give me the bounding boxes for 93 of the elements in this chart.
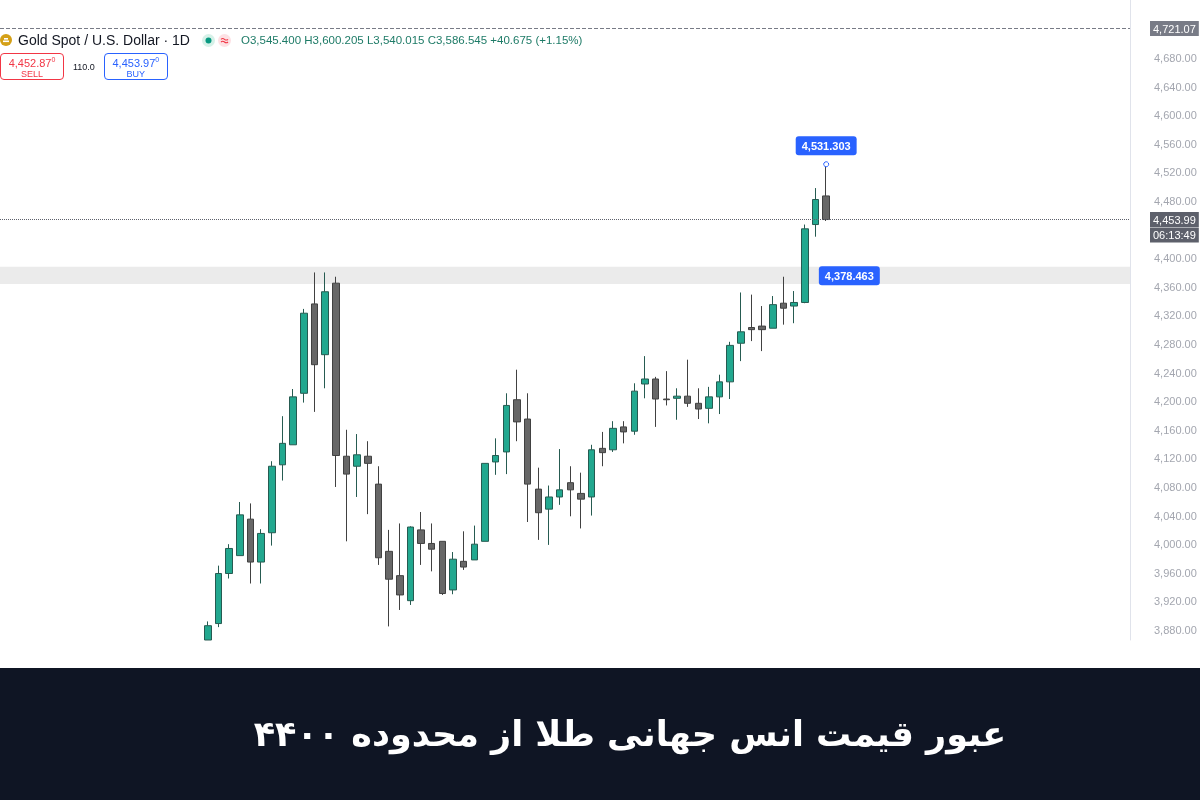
candlestick <box>364 440 372 515</box>
candlestick <box>332 276 340 488</box>
annotation: 4,452.87$^{0}$ <box>8 55 56 69</box>
y-tick-label: 4,200.00 <box>1154 395 1197 408</box>
candlestick <box>556 448 563 506</box>
y-tick-label: 4,640.00 <box>1154 80 1197 93</box>
candlestick <box>716 374 723 415</box>
candlestick <box>663 370 670 406</box>
candlestick <box>737 291 745 362</box>
y-tick-label: 4,280.00 <box>1154 337 1197 350</box>
candlestick <box>609 420 617 453</box>
candlestick <box>641 355 649 399</box>
y-tick-label: 4,000.00 <box>1154 538 1197 551</box>
candlestick <box>758 305 766 352</box>
annotation: SELL <box>21 68 43 79</box>
candlestick <box>321 271 329 389</box>
y-tick-label: 4,080.00 <box>1154 480 1197 493</box>
candlestick <box>257 528 265 585</box>
candlestick <box>279 415 286 482</box>
candlestick <box>748 294 755 342</box>
candlestick <box>204 620 212 641</box>
candlestick <box>247 502 254 585</box>
candlestick <box>225 543 233 579</box>
annotation: 4,378.463 <box>824 269 874 282</box>
text: Gold Spot / U.S. Dollar · 1D <box>18 32 190 48</box>
y-tick-label: 4,240.00 <box>1154 366 1197 379</box>
y-tick-label: 3,960.00 <box>1154 566 1197 579</box>
y-tick-label: 4,680.00 <box>1154 51 1197 64</box>
y-tick-label: 4,520.00 <box>1154 166 1197 179</box>
text: 06:13:49 <box>1153 229 1196 242</box>
candlestick <box>631 382 638 436</box>
candlestick <box>652 376 659 428</box>
candlestick <box>503 392 510 475</box>
y-tick-label: 4,480.00 <box>1154 194 1197 207</box>
candlestick <box>428 522 435 572</box>
candlestick <box>460 530 467 571</box>
sell-button: 4,452.87$^{0}$ SELL <box>0 53 64 80</box>
candlestick <box>673 387 681 421</box>
buy-button: 4,453.97$^{0}$ BUY <box>103 53 168 80</box>
candlestick <box>289 388 297 446</box>
candlestick <box>481 462 489 542</box>
candlestick <box>695 387 702 420</box>
candlestick <box>215 565 222 628</box>
y-tick-label: 4,600.00 <box>1154 109 1197 122</box>
annotation: BUY <box>126 68 146 79</box>
candlestick <box>812 187 819 238</box>
y-tick-label: 4,560.00 <box>1154 137 1197 150</box>
candlestick <box>417 511 425 566</box>
candlestick <box>684 359 691 408</box>
footer-band: عبور قیمت انس جهانی طلا از محدوده ۴۴۰۰ <box>0 668 1200 800</box>
candlestick <box>577 472 585 529</box>
candlestick <box>801 224 809 304</box>
candlestick <box>492 437 499 476</box>
y-tick-label: 3,880.00 <box>1154 623 1197 636</box>
candlestick <box>588 444 595 517</box>
candlestick <box>375 465 382 566</box>
candlestick <box>407 525 414 606</box>
candlestick <box>353 433 361 498</box>
y-tick-label: 4,120.00 <box>1154 452 1197 465</box>
candlestick <box>545 485 553 546</box>
y-tick-label: 3,920.00 <box>1154 595 1197 608</box>
y-tick-label: 4,320.00 <box>1154 309 1197 322</box>
y-tick-label: 4,160.00 <box>1154 423 1197 436</box>
y-tick-label: 4,400.00 <box>1154 252 1197 265</box>
annotation: 4,531.303 <box>801 139 851 152</box>
candlestick <box>268 460 276 547</box>
y-tick-label: 4,040.00 <box>1154 509 1197 522</box>
candlestick <box>449 551 457 595</box>
candlestick <box>343 429 350 542</box>
candlestick <box>311 271 318 413</box>
candlestick <box>705 386 713 424</box>
candlestick <box>535 467 542 541</box>
candlestick <box>790 290 798 324</box>
annotation: 4,453.97$^{0}$ <box>112 55 160 69</box>
annotation: 110.0 <box>73 61 95 72</box>
candlestick <box>524 392 531 523</box>
candlestick <box>396 522 404 611</box>
candlestick <box>599 431 606 467</box>
ref-line-label: 4,721.07 <box>1153 22 1196 35</box>
candlestick <box>726 341 734 400</box>
annotation: O3,545.400 H3,600.205 L3,540.015 C3,586.545 +40.675 (+1.15%) <box>240 34 583 46</box>
candlestick <box>769 295 777 329</box>
ref-line-label: 4,453.99 <box>1153 213 1196 226</box>
candlestick <box>780 276 787 326</box>
candlestick <box>385 529 393 627</box>
y-tick-label: 4,360.00 <box>1154 280 1197 293</box>
candlestick <box>471 525 478 561</box>
candlestick <box>513 369 521 442</box>
candlestick <box>300 308 308 404</box>
candlestick <box>567 465 574 517</box>
candlestick <box>439 540 446 596</box>
candlestick <box>620 420 627 444</box>
candlestick <box>236 501 244 557</box>
